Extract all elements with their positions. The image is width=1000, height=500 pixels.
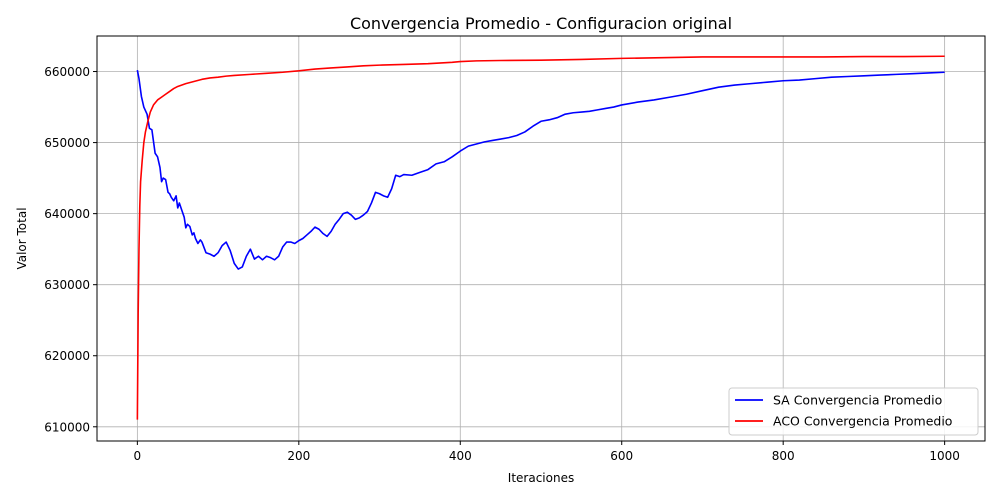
legend-box [728, 387, 979, 436]
x-tick-label: 600 [610, 449, 633, 463]
x-tick-label: 200 [287, 449, 310, 463]
series-line-sa [136, 69, 945, 270]
y-tick-label: 620000 [44, 349, 90, 363]
plot-frame [96, 35, 986, 442]
x-tick-label: 800 [772, 449, 795, 463]
y-tick-label: 630000 [44, 278, 90, 292]
y-tick-label: 640000 [44, 207, 90, 221]
chart-title: Convergencia Promedio - Configuracion or… [350, 14, 732, 33]
x-tick-label: 1000 [929, 449, 960, 463]
grid-lines [97, 36, 985, 441]
x-axis-label: Iteraciones [508, 471, 574, 485]
y-axis-label: Valor Total [15, 207, 29, 269]
y-tick-label: 660000 [44, 65, 90, 79]
series-line-aco [136, 55, 945, 420]
legend-label: ACO Convergencia Promedio [773, 414, 952, 429]
legend: SA Convergencia Promedio ACO Convergencia… [728, 387, 979, 436]
axis-ticks: 0 200 400 600 800 1000 610000 620000 630000 64000… [44, 65, 960, 463]
legend-label: SA Convergencia Promedio [773, 393, 942, 408]
series-lines [136, 55, 945, 420]
x-tick-label: 400 [449, 449, 472, 463]
y-tick-label: 650000 [44, 136, 90, 150]
y-tick-label: 610000 [44, 420, 90, 434]
x-tick-label: 0 [134, 449, 142, 463]
